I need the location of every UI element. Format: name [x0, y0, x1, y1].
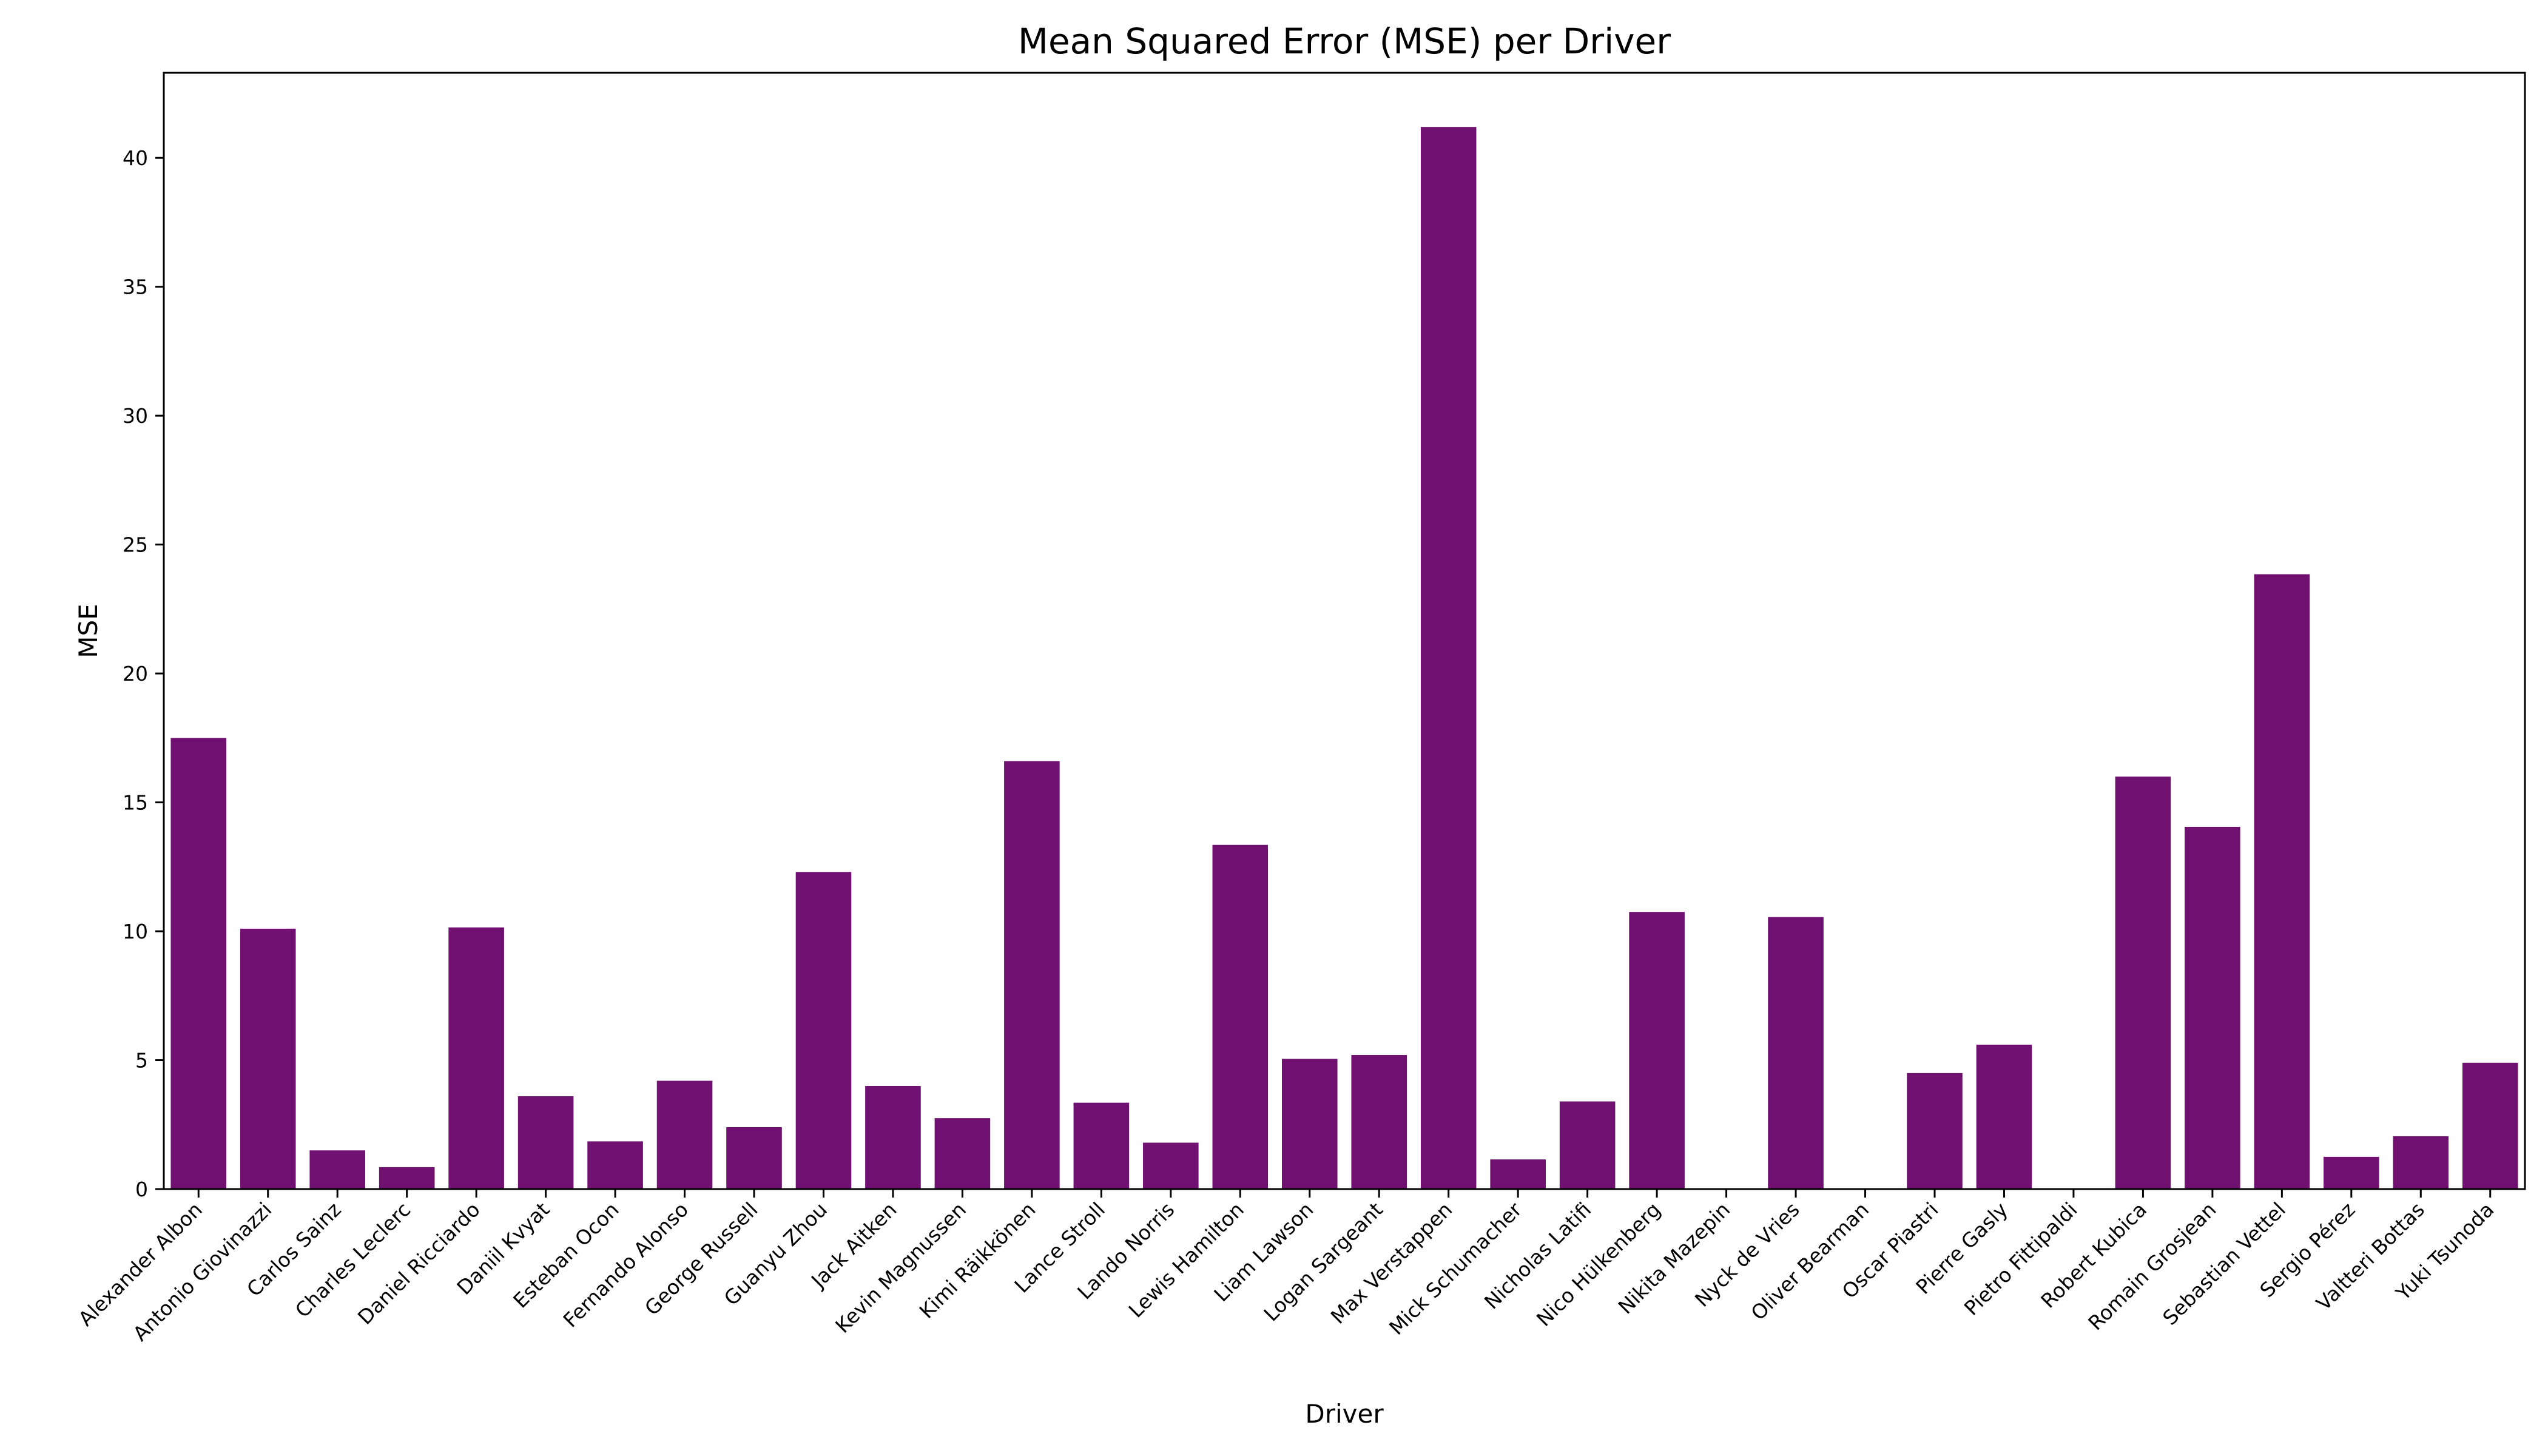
- y-axis-title: MSE: [73, 604, 103, 658]
- bar-mick-schumacher: [1490, 1159, 1546, 1189]
- bar-logan-sargeant: [1351, 1055, 1407, 1189]
- bar-alexander-albon: [170, 738, 227, 1189]
- y-tick-label: 35: [123, 275, 148, 299]
- bar-george-russell: [726, 1127, 782, 1189]
- bar-pierre-gasly: [1976, 1045, 2032, 1189]
- bar-kevin-magnussen: [934, 1118, 991, 1189]
- bar-kimi-r-ikk-nen: [1004, 761, 1060, 1189]
- y-tick-label: 10: [123, 920, 148, 943]
- y-tick-label: 40: [123, 146, 148, 170]
- bar-valtteri-bottas: [2393, 1136, 2449, 1189]
- y-tick-label: 15: [123, 791, 148, 815]
- bar-max-verstappen: [1420, 127, 1477, 1190]
- plot-area: [170, 127, 2518, 1190]
- y-tick-label: 30: [123, 404, 148, 428]
- y-axis: 0 5 10 15 20 25 30 35 40: [123, 146, 164, 1201]
- bar-jack-aitken: [865, 1086, 921, 1189]
- chart-title: Mean Squared Error (MSE) per Driver: [1018, 21, 1671, 62]
- bar-yuki-tsunoda: [2462, 1062, 2518, 1189]
- bar-esteban-ocon: [587, 1141, 643, 1189]
- bar-sergio-p-rez: [2324, 1156, 2379, 1189]
- y-tick-label: 25: [123, 533, 148, 557]
- plot-frame: [163, 72, 2526, 1190]
- bar-charles-leclerc: [379, 1167, 435, 1189]
- bar-daniel-ricciardo: [448, 927, 504, 1189]
- bar-lance-stroll: [1073, 1102, 1130, 1189]
- bar-nicholas-latifi: [1559, 1101, 1616, 1189]
- y-tick-label: 0: [135, 1178, 148, 1201]
- y-tick-label: 20: [123, 662, 148, 686]
- bar-fernando-alonso: [656, 1080, 713, 1189]
- x-axis-title: Driver: [1305, 1399, 1384, 1429]
- y-tick-label: 5: [135, 1049, 148, 1073]
- bar-carlos-sainz: [309, 1150, 365, 1189]
- bar-lewis-hamilton: [1212, 844, 1269, 1189]
- bar-robert-kubica: [2115, 777, 2171, 1189]
- bar-nyck-de-vries: [1768, 917, 1824, 1189]
- bar-antonio-giovinazzi: [240, 928, 296, 1189]
- bar-sebastian-vettel: [2254, 574, 2310, 1189]
- bar-nico-h-lkenberg: [1629, 912, 1685, 1189]
- bar-guanyu-zhou: [795, 872, 852, 1189]
- bar-daniil-kvyat: [517, 1096, 574, 1189]
- bar-oscar-piastri: [1907, 1073, 1963, 1189]
- bar-romain-grosjean: [2185, 826, 2240, 1189]
- bar-lando-norris: [1143, 1142, 1199, 1189]
- bar-liam-lawson: [1281, 1059, 1338, 1189]
